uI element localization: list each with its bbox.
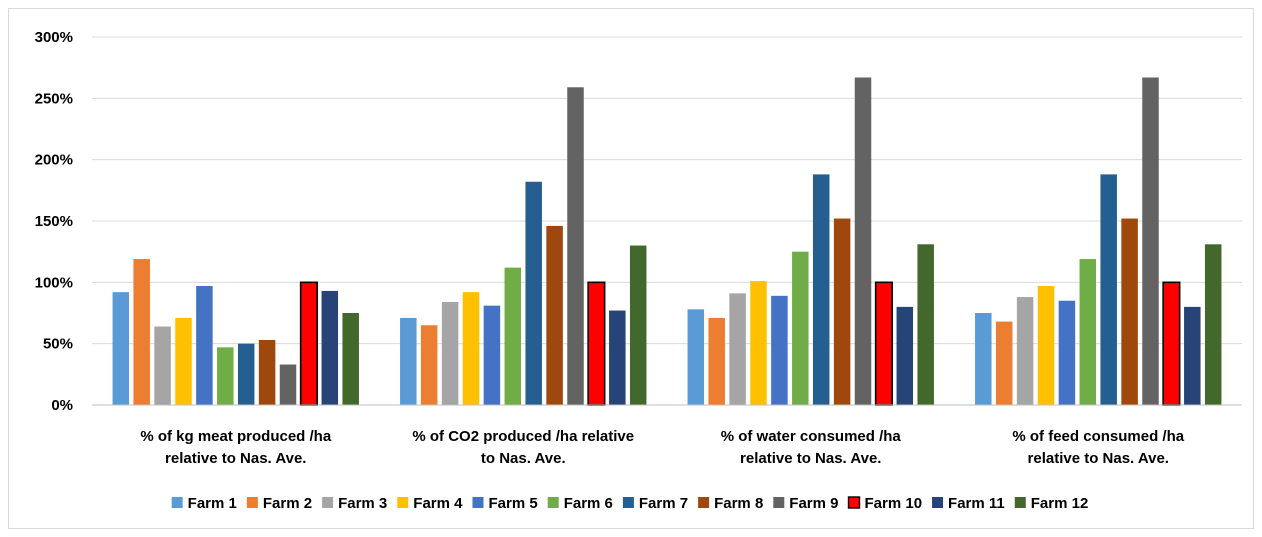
legend-swatch — [773, 497, 784, 508]
legend-label: Farm 1 — [188, 495, 237, 512]
category-label: to Nas. Ave. — [481, 450, 566, 467]
gridlines — [92, 37, 1242, 344]
bars — [113, 77, 1222, 405]
bar — [1038, 286, 1055, 405]
bar — [525, 182, 542, 405]
bar — [196, 286, 213, 405]
bar — [855, 77, 872, 405]
bar — [217, 347, 234, 405]
bar — [813, 174, 830, 405]
bar — [484, 306, 501, 405]
legend-swatch — [322, 497, 333, 508]
legend-label: Farm 6 — [564, 495, 613, 512]
bar — [175, 318, 192, 405]
category-labels: % of kg meat produced /ha relative to Nas… — [140, 428, 1184, 467]
bar — [463, 292, 480, 405]
bar — [688, 309, 705, 405]
bar — [400, 318, 417, 405]
category-label: % of feed consumed /ha — [1012, 428, 1184, 445]
legend-label: Farm 7 — [639, 495, 688, 512]
legend-swatch — [247, 497, 258, 508]
legend-label: Farm 12 — [1031, 495, 1089, 512]
legend-swatch — [849, 497, 860, 508]
bar — [113, 292, 130, 405]
bar — [588, 282, 605, 405]
y-axis-tick-labels: 0% 50% 100% 150% 200% 250% 300% — [35, 29, 73, 414]
bar — [1184, 307, 1201, 405]
bar — [609, 311, 626, 405]
legend-swatch — [472, 497, 483, 508]
bar — [342, 313, 359, 405]
bar — [567, 87, 584, 405]
legend-label: Farm 8 — [714, 495, 763, 512]
bar — [421, 325, 438, 405]
category-label: relative to Nas. Ave. — [1028, 450, 1169, 467]
category-label: relative to Nas. Ave. — [740, 450, 881, 467]
bar — [897, 307, 914, 405]
bar — [133, 259, 150, 405]
legend-swatch — [172, 497, 183, 508]
y-tick-label: 100% — [35, 274, 73, 291]
y-tick-label: 50% — [43, 336, 73, 353]
bar — [750, 281, 767, 405]
y-tick-label: 250% — [35, 90, 73, 107]
category-label: % of water consumed /ha — [721, 428, 902, 445]
bar — [301, 282, 318, 405]
y-tick-label: 0% — [51, 397, 73, 414]
bar — [1121, 219, 1138, 405]
y-tick-label: 200% — [35, 152, 73, 169]
legend-label: Farm 11 — [948, 495, 1005, 512]
bar — [505, 268, 522, 405]
legend-label: Farm 9 — [789, 495, 838, 512]
y-tick-label: 150% — [35, 213, 73, 230]
legend-label: Farm 2 — [263, 495, 312, 512]
bar — [876, 282, 893, 405]
bar — [771, 296, 788, 405]
bar — [708, 318, 725, 405]
bar — [154, 326, 171, 405]
category-label: % of CO2 produced /ha relative — [412, 428, 634, 445]
bar — [238, 344, 255, 405]
bar — [1163, 282, 1180, 405]
bar — [442, 302, 459, 405]
legend-swatch — [1015, 497, 1026, 508]
legend-swatch — [623, 497, 634, 508]
bar — [975, 313, 992, 405]
bar — [1059, 301, 1076, 405]
y-tick-label: 300% — [35, 29, 73, 46]
bar — [259, 340, 276, 405]
legend-label: Farm 4 — [413, 495, 463, 512]
bar — [917, 244, 934, 405]
category-label: relative to Nas. Ave. — [165, 450, 306, 467]
legend: Farm 1 Farm 2 Farm 3 Farm 4 Farm 5 Farm 6 Farm… — [172, 495, 1089, 512]
category-label: % of kg meat produced /ha — [140, 428, 332, 445]
legend-label: Farm 10 — [865, 495, 923, 512]
bar — [1100, 174, 1117, 405]
bar — [729, 293, 746, 405]
bar — [630, 246, 647, 405]
bar — [1017, 297, 1034, 405]
legend-label: Farm 3 — [338, 495, 387, 512]
bar — [792, 252, 809, 405]
bar — [834, 219, 851, 405]
bar — [996, 322, 1013, 405]
bar — [1142, 77, 1159, 405]
legend-label: Farm 5 — [488, 495, 537, 512]
bar — [546, 226, 563, 405]
bar — [322, 291, 339, 405]
bar — [1080, 259, 1097, 405]
bar — [1205, 244, 1222, 405]
legend-swatch — [698, 497, 709, 508]
legend-swatch — [397, 497, 408, 508]
bar — [280, 365, 297, 405]
legend-swatch — [932, 497, 943, 508]
legend-swatch — [548, 497, 559, 508]
